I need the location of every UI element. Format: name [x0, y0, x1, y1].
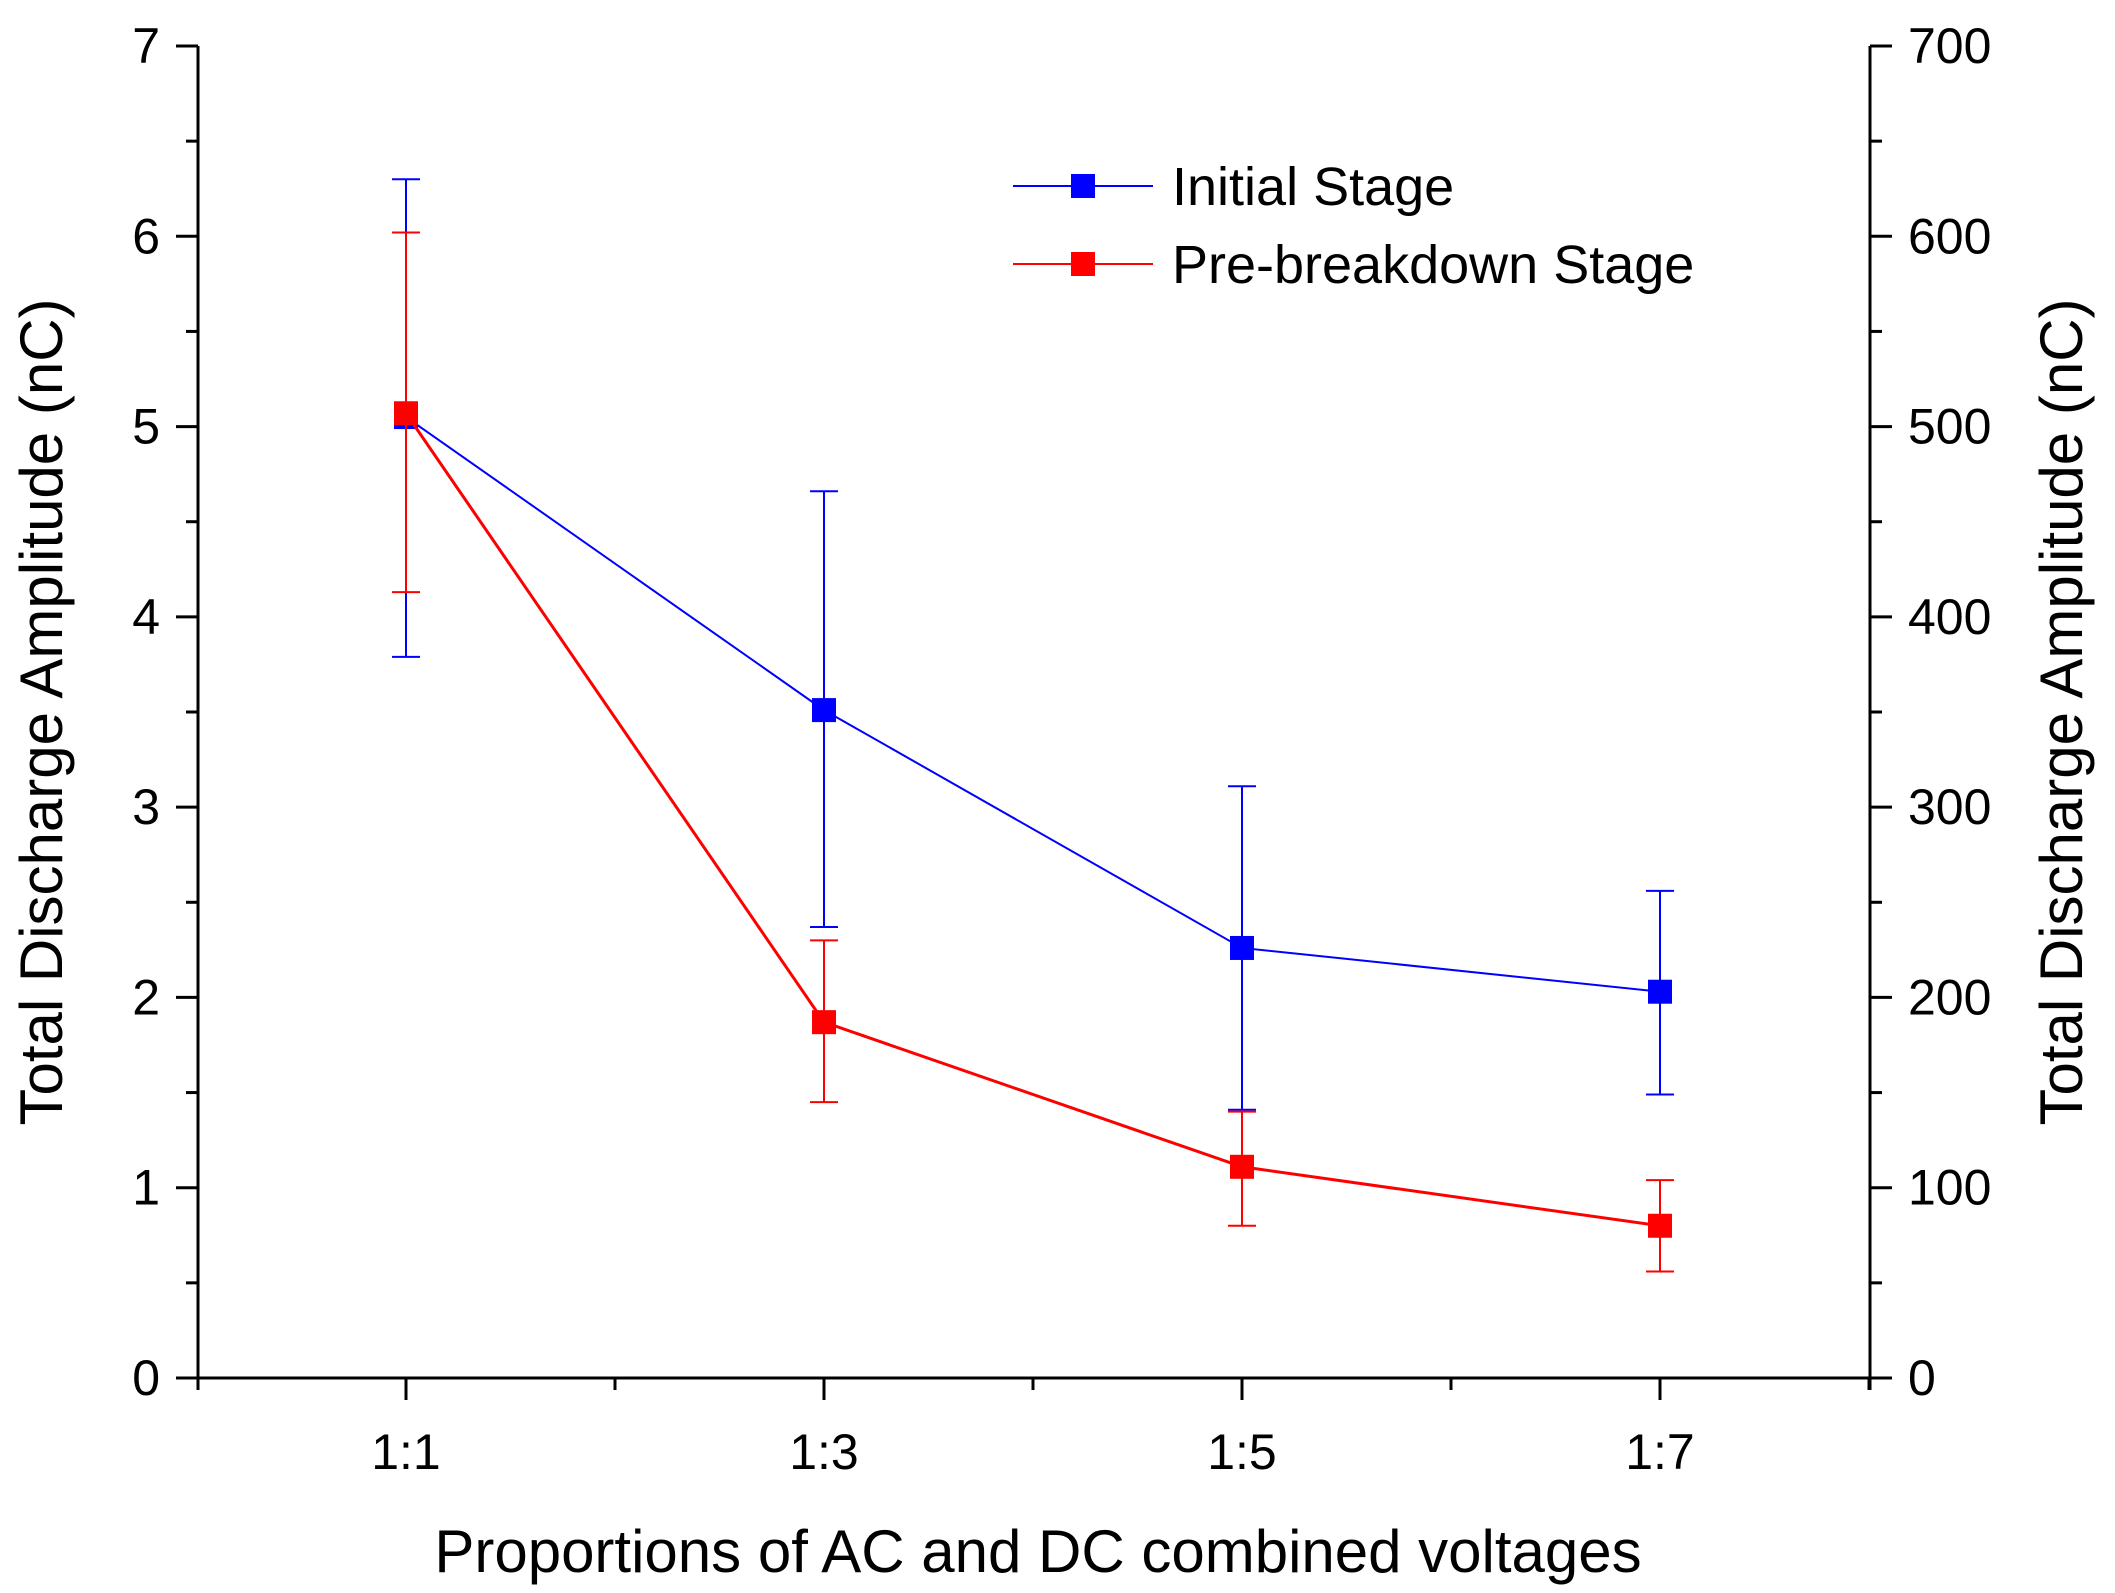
data-point-initial-stage — [1648, 979, 1672, 1004]
x-tick-label: 1:7 — [1625, 1424, 1695, 1480]
y-tick-label-right: 600 — [1908, 208, 1991, 264]
series-initial-stage — [392, 178, 1674, 1111]
legend: Initial Stage Pre-breakdown Stage — [1013, 157, 1694, 295]
x-tick-label: 1:5 — [1207, 1424, 1277, 1480]
y-tick-label-left: 6 — [132, 208, 160, 264]
y-tick-label-right: 300 — [1908, 779, 1991, 835]
y-tick-label-left: 3 — [132, 779, 160, 835]
x-tick-label: 1:3 — [789, 1424, 859, 1480]
legend-label-pre-breakdown-stage: Pre-breakdown Stage — [1172, 235, 1694, 295]
data-point-initial-stage — [1230, 935, 1254, 960]
legend-marker-pre-breakdown-stage — [1071, 252, 1095, 276]
series-pre-breakdown-stage — [392, 231, 1674, 1273]
data-point-pre-breakdown-stage — [1230, 1154, 1254, 1179]
y-tick-label-left: 1 — [132, 1160, 160, 1216]
series-line-initial-stage — [405, 416, 1661, 993]
data-point-pre-breakdown-stage — [394, 401, 418, 426]
y-tick-label-right: 0 — [1908, 1350, 1936, 1406]
x-axis-title: Proportions of AC and DC combined voltag… — [434, 1518, 1641, 1585]
series-layer — [392, 178, 1674, 1273]
y-tick-label-left: 2 — [132, 969, 160, 1025]
y-axis-title-left: Total Discharge Amplitude (nC) — [8, 298, 75, 1125]
y-tick-label-right: 200 — [1908, 969, 1991, 1025]
y-tick-label-right: 700 — [1908, 18, 1991, 74]
legend-marker-initial-stage — [1071, 174, 1095, 198]
y-tick-label-left: 5 — [132, 399, 160, 455]
y-tick-label-right: 500 — [1908, 399, 1991, 455]
data-point-initial-stage — [812, 698, 836, 723]
y-tick-label-right: 400 — [1908, 589, 1991, 645]
y-tick-label-right: 100 — [1908, 1160, 1991, 1216]
y-tick-label-left: 4 — [132, 589, 160, 645]
axes-layer: 0 1 2 3 4 5 6 7 0 100 200 300 400 500 600 700 1:1 1:3 1:5 1… — [132, 18, 1991, 1480]
y-axis-title-right: Total Discharge Amplitude (nC) — [2028, 298, 2095, 1125]
y-tick-label-left: 7 — [132, 18, 160, 74]
data-point-pre-breakdown-stage — [812, 1010, 836, 1035]
y-tick-label-left: 0 — [132, 1350, 160, 1406]
data-point-pre-breakdown-stage — [1648, 1213, 1672, 1238]
legend-label-initial-stage: Initial Stage — [1172, 157, 1454, 217]
series-line-pre-breakdown-stage — [404, 412, 1661, 1228]
x-tick-label: 1:1 — [371, 1424, 441, 1480]
